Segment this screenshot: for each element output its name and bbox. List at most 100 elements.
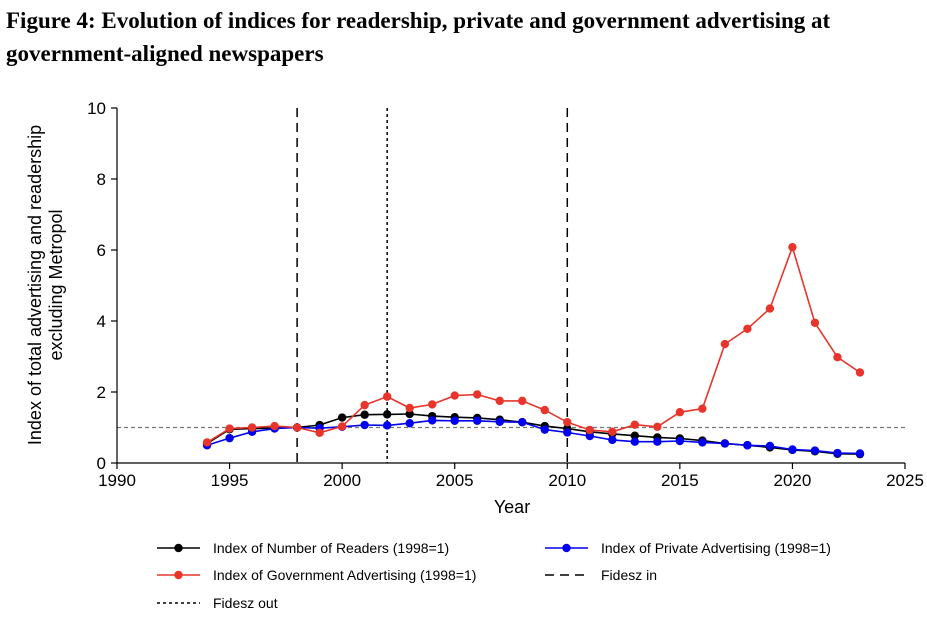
data-point-1-2018 [743, 441, 752, 450]
series-2 [202, 242, 865, 447]
x-tick-label-1990: 1990 [98, 471, 136, 490]
data-point-2-2015 [675, 408, 685, 417]
data-point-2-2023 [855, 368, 865, 377]
legend-label-4: Fidesz out [213, 595, 278, 611]
data-point-1-2012 [608, 435, 617, 445]
x-tick-label-2000: 2000 [323, 471, 361, 490]
data-point-2-2022 [833, 353, 842, 362]
data-point-1-2001 [360, 420, 369, 430]
y-tick-label-2: 2 [97, 383, 106, 402]
series-1 [202, 416, 865, 458]
data-point-1-2006 [473, 416, 482, 425]
data-point-0-2002 [382, 410, 392, 419]
series-line-1 [206, 419, 861, 455]
data-point-1-2009 [540, 425, 549, 434]
data-point-2-2007 [495, 396, 504, 406]
y-tick-label-4: 4 [97, 312, 106, 331]
data-point-1-2008 [518, 417, 527, 427]
x-tick-label-2020: 2020 [774, 471, 812, 490]
legend-label-3: Fidesz in [601, 567, 657, 583]
legend-label-0: Index of Number of Readers (1998=1) [213, 540, 449, 556]
series-line-2 [206, 244, 861, 444]
x-tick-label-2015: 2015 [661, 471, 699, 490]
data-point-1-2007 [495, 417, 504, 427]
x-axis-label: Year [494, 497, 530, 517]
data-point-2-2002 [382, 392, 392, 401]
axes: 1990 1995 2000 2005 2010 2015 2020 2025 0 2 4 6 8 10 [87, 99, 924, 490]
data-point-1-2020 [788, 445, 797, 454]
series-layer [202, 242, 865, 459]
data-point-2-2010 [563, 417, 572, 427]
data-point-2-1999 [315, 428, 324, 438]
data-point-2-2006 [473, 390, 482, 399]
data-point-1-2005 [450, 416, 459, 425]
y-tick-label-6: 6 [97, 241, 106, 260]
figure-label: Figure 4 [6, 8, 88, 33]
data-point-1-2003 [405, 419, 414, 428]
data-point-2-2004 [428, 400, 437, 409]
data-point-1-2015 [675, 436, 685, 446]
data-point-2-2020 [788, 242, 797, 252]
data-point-1-2011 [585, 431, 594, 441]
data-point-2-2005 [450, 391, 459, 400]
data-point-1-2010 [563, 428, 572, 437]
data-point-1-2004 [428, 416, 437, 425]
data-point-0-2013 [630, 431, 640, 440]
data-point-1-2016 [698, 438, 707, 447]
figure-title: Evolution of indices for readership, pri… [6, 8, 831, 66]
data-point-2-2008 [518, 396, 527, 406]
data-point-2-2009 [540, 405, 549, 415]
data-point-2-2021 [810, 318, 820, 327]
legend-item-3: Fidesz in [545, 567, 657, 583]
legend-label-2: Index of Government Advertising (1998=1) [213, 567, 476, 583]
data-point-2-2012 [608, 427, 617, 436]
legend-swatch-marker-0 [174, 543, 183, 553]
data-point-2-2019 [765, 304, 775, 313]
legend-item-1: Index of Private Advertising (1998=1) [545, 540, 831, 556]
y-tick-label-0: 0 [97, 454, 106, 473]
data-point-2-1995 [225, 424, 234, 433]
y-tick-label-10: 10 [87, 99, 106, 118]
x-tick-label-2025: 2025 [886, 471, 924, 490]
data-point-1-2017 [720, 439, 730, 448]
data-point-2-1998 [292, 423, 302, 432]
data-point-1-2023 [855, 449, 865, 458]
legend-label-1: Index of Private Advertising (1998=1) [601, 540, 831, 556]
data-point-2-2001 [360, 400, 369, 410]
data-point-1-2014 [653, 437, 662, 446]
y-axis-label-line1: Index of total advertising and readershi… [25, 125, 45, 445]
data-point-2-1997 [270, 421, 279, 431]
data-point-2-1996 [247, 423, 257, 432]
data-point-0-2001 [360, 410, 369, 419]
data-point-1-2021 [810, 446, 820, 455]
data-point-2-1994 [202, 438, 212, 447]
x-tick-label-1995: 1995 [211, 471, 249, 490]
y-axis-label-line2: excluding Metropol [46, 209, 66, 360]
y-tick-label-8: 8 [97, 170, 106, 189]
x-tick-label-2010: 2010 [548, 471, 586, 490]
data-point-2-2003 [405, 403, 414, 413]
data-point-1-2013 [630, 437, 640, 446]
series-line-0 [206, 413, 861, 455]
data-point-1-1995 [225, 433, 234, 443]
fidesz-vlines-layer [296, 108, 569, 463]
data-point-2-2000 [337, 422, 347, 431]
legend-swatch-marker-2 [174, 570, 183, 580]
x-tick-label-2005: 2005 [436, 471, 474, 490]
data-point-1-2002 [382, 421, 392, 430]
data-point-1-2022 [833, 448, 842, 458]
data-point-2-2013 [630, 420, 640, 429]
data-point-0-2003 [405, 409, 414, 419]
data-point-0-2000 [337, 413, 347, 422]
data-point-2-2016 [698, 404, 707, 413]
legend-item-2: Index of Government Advertising (1998=1) [157, 567, 476, 583]
data-point-1-2019 [765, 441, 775, 451]
data-point-2-2011 [585, 425, 594, 435]
data-point-2-2018 [743, 324, 752, 334]
legend-swatch-marker-1 [562, 543, 571, 553]
data-point-2-2017 [720, 339, 730, 349]
data-point-2-2014 [653, 422, 662, 431]
legend: Index of Number of Readers (1998=1) Index… [157, 540, 831, 611]
figure-heading: Figure 4: Evolution of indices for reade… [6, 8, 831, 66]
